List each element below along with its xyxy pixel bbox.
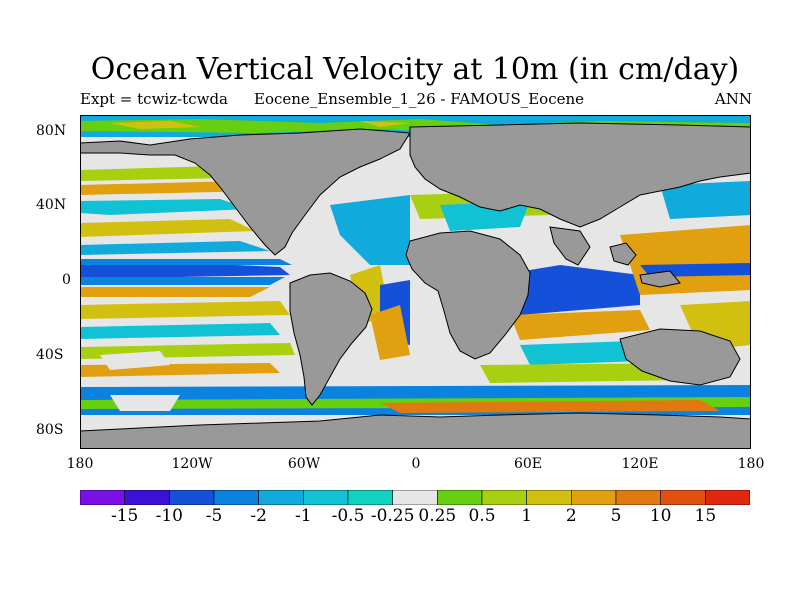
indian-blue [500,265,640,315]
colorbar-label: 10 [649,506,672,526]
lat-label-0: 0 [62,272,71,288]
ensemble-label: Eocene_Ensemble_1_26 - FAMOUS_Eocene [254,90,585,108]
atlantic-cyan [330,195,410,265]
map-frame [80,115,751,449]
colorbar-label: -1 [295,506,312,526]
lon-label-60w: 60W [287,456,321,472]
wpac-orange [620,225,751,295]
colorbar-swatch [481,490,527,505]
lon-label-120w: 120W [171,456,213,472]
north-america [80,128,411,256]
npac-cyan-band [80,241,270,255]
colorbar-swatch [660,490,706,505]
colorbar-swatch [213,490,259,505]
colorbar-label: 0.5 [468,506,496,526]
colorbar-swatch [124,490,170,505]
antarctica [80,412,751,449]
colorbar-swatch [392,490,438,505]
npac-blue-band [80,199,250,215]
colorbar-label: 0.25 [418,506,457,526]
wpac-cyan [660,181,751,219]
spac-yellow [80,301,290,319]
lon-label-180w: 180 [66,456,94,472]
lat-label-80n: 80N [36,123,67,139]
pacific-equator-cyan [80,259,292,285]
npac-yellow-band [80,219,255,237]
lat-label-80s: 80S [36,422,64,438]
colorbar-label: -10 [155,506,184,526]
lon-label-120e: 120E [621,456,659,472]
colorbar-swatch [705,490,750,505]
colorbar-swatch [526,490,572,505]
velocity-map [80,115,751,449]
colorbar-label: 2 [565,506,577,526]
lon-label-60e: 60E [513,456,543,472]
lat-label-40s: 40S [36,347,64,363]
colorbar-label: 15 [694,506,717,526]
colorbar-swatch [347,490,393,505]
pacific-equator-orange [80,287,270,297]
colorbar-swatch [303,490,349,505]
colorbar-swatch [169,490,215,505]
pacific-equator-blue [80,263,290,277]
arctic-yellow [110,121,720,129]
colorbar [80,490,750,505]
colorbar-swatch [258,490,304,505]
plot-title: Ocean Vertical Velocity at 10m (in cm/da… [90,52,740,87]
colorbar-label: -5 [205,506,223,526]
colorbar-label: -15 [110,506,139,526]
colorbar-label: -0.25 [370,506,415,526]
india [549,226,591,266]
africa [405,230,531,360]
colorbar-swatch [437,490,483,505]
australia [619,328,741,386]
colorbar-label: 1 [521,506,533,526]
southern-orange [380,400,720,413]
colorbar-swatch [80,490,125,505]
south-america [289,272,373,406]
colorbar-label: -2 [250,506,267,526]
spac-blue [80,323,280,339]
indian-orange [510,310,650,340]
colorbar-swatch [615,490,661,505]
se-asia-islands [609,242,681,288]
npac-orange-band [80,181,260,195]
lon-label-0: 0 [411,456,421,472]
land-masses [80,122,751,449]
greenland-europe-asia [409,122,751,228]
season-label: ANN [714,90,752,108]
colorbar-swatch [571,490,617,505]
lon-label-180e: 180 [737,456,765,472]
colorbar-label: -0.5 [331,506,365,526]
lat-label-40n: 40N [36,197,67,213]
experiment-label: Expt = tcwiz-tcwda [80,90,228,108]
colorbar-label: 5 [610,506,622,526]
atlantic-orange [370,305,410,360]
